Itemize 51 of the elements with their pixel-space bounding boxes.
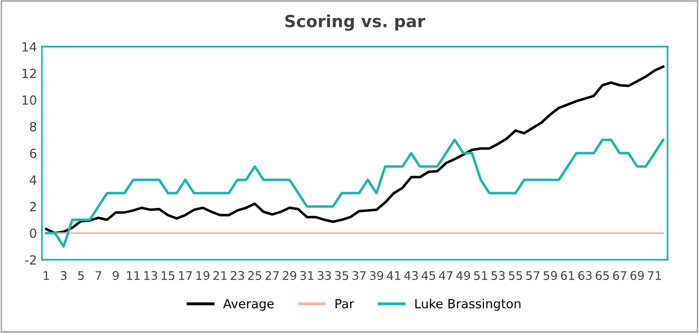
x-tick-label: 49 (456, 271, 470, 280)
x-tick-label: 37 (352, 271, 366, 280)
x-tick-label: 9 (112, 271, 119, 280)
y-tick-label: 6 (30, 148, 36, 158)
x-tick-label: 65 (596, 271, 609, 280)
x-tick-label: 17 (179, 271, 192, 280)
x-tick-label: 33 (318, 271, 331, 280)
x-tick-label: 13 (144, 271, 158, 280)
x-tick-label: 29 (282, 271, 296, 280)
x-tick-label: 47 (439, 271, 452, 280)
x-tick-label: 53 (492, 271, 505, 280)
x-tick-label: 27 (266, 271, 279, 280)
x-tick-label: 41 (386, 271, 400, 280)
line-series (45, 138, 664, 248)
x-tick-label: 21 (213, 271, 226, 280)
x-tick-label: 55 (508, 271, 522, 280)
x-tick-label: 39 (370, 271, 384, 280)
x-tick-label: 51 (474, 271, 488, 280)
x-tick-label: 5 (78, 271, 84, 280)
x-tick-label: 59 (544, 271, 557, 280)
x-tick-label: 67 (613, 271, 626, 280)
y-tick-label: 14 (22, 42, 36, 52)
x-tick-label: 35 (335, 271, 348, 280)
y-tick-label: 0 (30, 228, 36, 238)
y-tick-label: 2 (30, 202, 36, 212)
x-tick-label: 3 (60, 271, 66, 280)
x-tick-label: 43 (404, 271, 418, 280)
legend-label: Average (223, 299, 274, 311)
x-tick-label: 57 (526, 271, 540, 280)
legend-label: Par (336, 299, 354, 308)
x-tick-label: 31 (300, 271, 314, 280)
x-tick-label: 11 (126, 271, 140, 280)
y-tick-label: 4 (30, 175, 36, 185)
x-tick-label: 15 (162, 271, 174, 280)
legend-label: Luke Brassington (415, 298, 520, 311)
x-tick-label: 61 (560, 271, 574, 280)
x-tick-label: 63 (578, 271, 592, 280)
x-tick-label: 69 (630, 271, 644, 280)
x-tick-label: 7 (96, 271, 102, 280)
line-series (45, 65, 664, 234)
y-tick-label: 10 (22, 95, 36, 105)
x-tick-label: 23 (230, 271, 244, 280)
x-tick-label: 1 (44, 271, 49, 280)
x-tick-label: 71 (648, 271, 661, 280)
chart-title: Scoring vs. par (285, 14, 426, 31)
y-tick-label: 8 (30, 122, 36, 132)
y-tick-label: 12 (22, 68, 36, 78)
y-tick-label: -2 (25, 255, 36, 264)
x-tick-label: 19 (196, 271, 210, 280)
x-tick-label: 45 (422, 271, 436, 280)
x-tick-label: 25 (248, 271, 262, 280)
